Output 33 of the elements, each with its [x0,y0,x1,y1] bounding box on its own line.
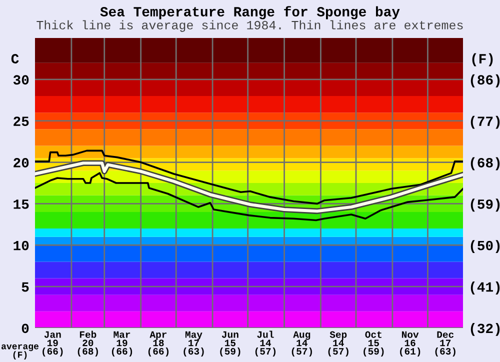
y-tick-label: 15 [14,200,29,209]
line-series [35,150,463,205]
y2-tick-label: (32) [470,322,500,336]
x-tick-label: Jun 15 (59) [220,331,240,357]
y2-tick-label: (86) [470,74,500,88]
y2-axis-title: (F) [472,53,493,66]
y2-tick-label: (77) [470,116,500,129]
y-tick-label: 20 [14,158,29,168]
y-tick-label: 30 [13,75,29,85]
y-tick-label: 25 [14,116,29,126]
x-tick-label: Nov 16 (61) [400,331,420,357]
y2-tick-label: (68) [470,157,500,170]
y-tick-label: 10 [14,240,29,250]
text: average (F) [2,344,39,360]
x-tick-label: Dec 17 (63) [435,331,456,357]
x-tick-label: Mar 19 (66) [112,331,132,357]
x-tick-label: Sep 14 (57) [328,331,348,357]
y2-tick-label: (50) [470,240,500,254]
x-tick-label: Aug 14 (57) [292,331,312,357]
x-tick-label: May 17 (63) [184,331,204,357]
y2-tick-label: (41) [470,282,500,294]
x-tick-label: Jul 14 (57) [255,330,276,357]
x-tick-label: Jan 19 (66) [42,331,63,357]
chart-title: Sea Temperature Range for Sponge bay [100,6,400,20]
chart-subtitle: Thick line is average since 1984. Thin lines are extremes [36,20,463,32]
y-tick-label: 5 [22,282,29,292]
y-axis-title: C [11,54,19,64]
x-tick-label: Apr 18 (66) [148,331,168,357]
line-series [35,172,463,222]
x-tick-label: Feb 20 (68) [78,330,98,357]
y-tick-label: 0 [22,324,29,334]
y2-tick-label: (59) [470,198,500,212]
x-tick-label: Oct 15 (59) [364,331,384,357]
